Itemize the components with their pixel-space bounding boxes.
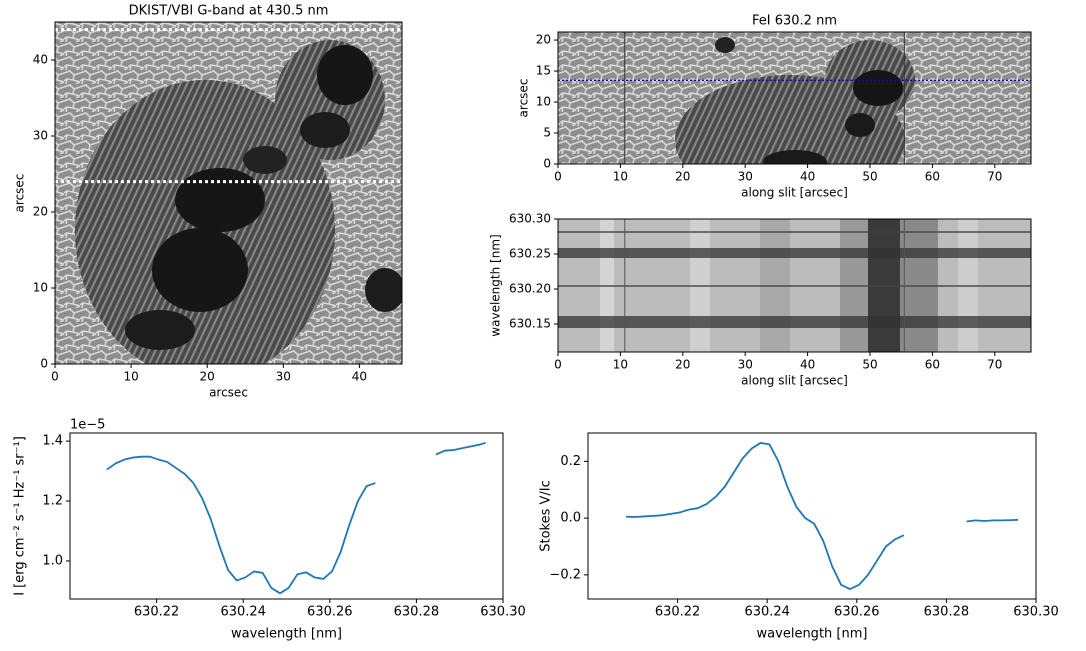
axes-frame [557, 218, 1032, 353]
x-tick-label: 630.24 [220, 605, 266, 620]
y-axis-label: arcsec [517, 79, 531, 118]
y-axis-label: I [erg cm⁻² s⁻¹ Hz⁻¹ sr⁻¹] [13, 436, 28, 596]
y-tick-label: 5 [543, 126, 551, 140]
x-tick-label: 630.26 [307, 605, 353, 620]
y-tick-label: 630.25 [509, 247, 551, 261]
spectrum-line [626, 442, 1019, 590]
x-tick-label: 50 [862, 358, 877, 372]
x-tick-label: 10 [123, 370, 138, 384]
spectrum-line [106, 442, 486, 595]
y-tick-label: 30 [33, 129, 48, 143]
x-tick-label: 0 [554, 170, 562, 184]
y-axis-label: Stokes V/Ic [539, 480, 554, 552]
x-tick-label: 0 [51, 370, 59, 384]
y-axis-label: arcsec [13, 174, 27, 213]
x-tick-label: 60 [925, 358, 940, 372]
x-tick-label: 40 [352, 370, 367, 384]
x-tick-label: 20 [200, 370, 215, 384]
data-line [106, 442, 486, 595]
x-tick-label: 10 [613, 358, 628, 372]
axes-frame [69, 432, 504, 600]
x-tick-label: 60 [925, 170, 940, 184]
axes-frame [587, 432, 1037, 600]
y-tick-label: 630.15 [509, 317, 551, 331]
y-tick-label: 20 [33, 205, 48, 219]
x-tick-label: 20 [675, 170, 690, 184]
data-line [626, 442, 1019, 590]
x-tick-label: 630.28 [924, 605, 970, 620]
y-tick-label: 15 [536, 64, 551, 78]
y-tick-label: 0 [543, 157, 551, 171]
x-tick-label: 50 [862, 170, 877, 184]
axes-frame [557, 31, 1032, 165]
y-tick-label: 0 [40, 357, 48, 371]
y-tick-label: 1.0 [42, 553, 63, 568]
y-tick-label: 1.2 [42, 494, 63, 509]
x-tick-label: 630.24 [744, 605, 790, 620]
x-tick-label: 0 [554, 358, 562, 372]
x-axis-label: along slit [arcsec] [741, 374, 848, 388]
x-tick-label: 10 [613, 170, 628, 184]
x-tick-label: 70 [987, 170, 1002, 184]
x-axis-label: wavelength [nm] [231, 627, 342, 642]
y-tick-label: 0.0 [560, 511, 581, 526]
x-tick-label: 30 [738, 170, 753, 184]
gband-image [55, 22, 402, 364]
axes-title: DKIST/VBI G-band at 430.5 nm [129, 4, 329, 19]
y-tick-label: 10 [536, 95, 551, 109]
x-tick-label: 70 [987, 358, 1002, 372]
slit-context-image [558, 32, 1031, 164]
y-tick-label: 630.20 [509, 282, 551, 296]
axes-frame [54, 21, 403, 365]
x-tick-label: 630.30 [1013, 605, 1059, 620]
x-tick-label: 40 [800, 170, 815, 184]
axes-title: FeI 630.2 nm [752, 14, 837, 29]
x-axis-label: arcsec [209, 386, 248, 400]
x-tick-label: 630.30 [480, 605, 526, 620]
x-tick-label: 20 [675, 358, 690, 372]
x-axis-label: along slit [arcsec] [741, 186, 848, 200]
spectrum-image [558, 219, 1031, 352]
y-tick-label: −0.2 [549, 567, 581, 582]
x-tick-label: 630.22 [655, 605, 701, 620]
y-axis-label: wavelength [nm] [489, 234, 503, 336]
offset-label: 1e−5 [70, 418, 105, 433]
x-tick-label: 30 [738, 358, 753, 372]
x-tick-label: 630.26 [834, 605, 880, 620]
y-tick-label: 1.4 [42, 434, 63, 449]
y-tick-label: 630.30 [509, 212, 551, 226]
x-tick-label: 630.28 [394, 605, 440, 620]
x-tick-label: 40 [800, 358, 815, 372]
x-tick-label: 630.22 [134, 605, 180, 620]
y-tick-label: 10 [33, 281, 48, 295]
y-tick-label: 40 [33, 53, 48, 67]
x-axis-label: wavelength [nm] [757, 627, 868, 642]
y-tick-label: 20 [536, 33, 551, 47]
y-tick-label: 0.2 [560, 454, 581, 469]
x-tick-label: 30 [276, 370, 291, 384]
